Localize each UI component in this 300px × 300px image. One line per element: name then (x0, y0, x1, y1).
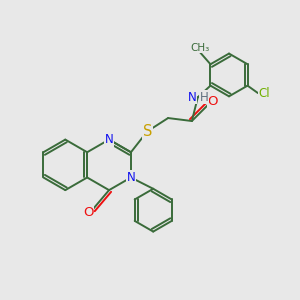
Text: O: O (83, 206, 94, 219)
Text: CH₃: CH₃ (190, 43, 210, 53)
Text: N: N (105, 133, 113, 146)
Text: H: H (200, 91, 209, 104)
Text: O: O (207, 95, 218, 108)
Text: N: N (127, 171, 135, 184)
Text: Cl: Cl (259, 87, 270, 100)
Text: N: N (188, 91, 197, 104)
Text: S: S (142, 124, 152, 139)
